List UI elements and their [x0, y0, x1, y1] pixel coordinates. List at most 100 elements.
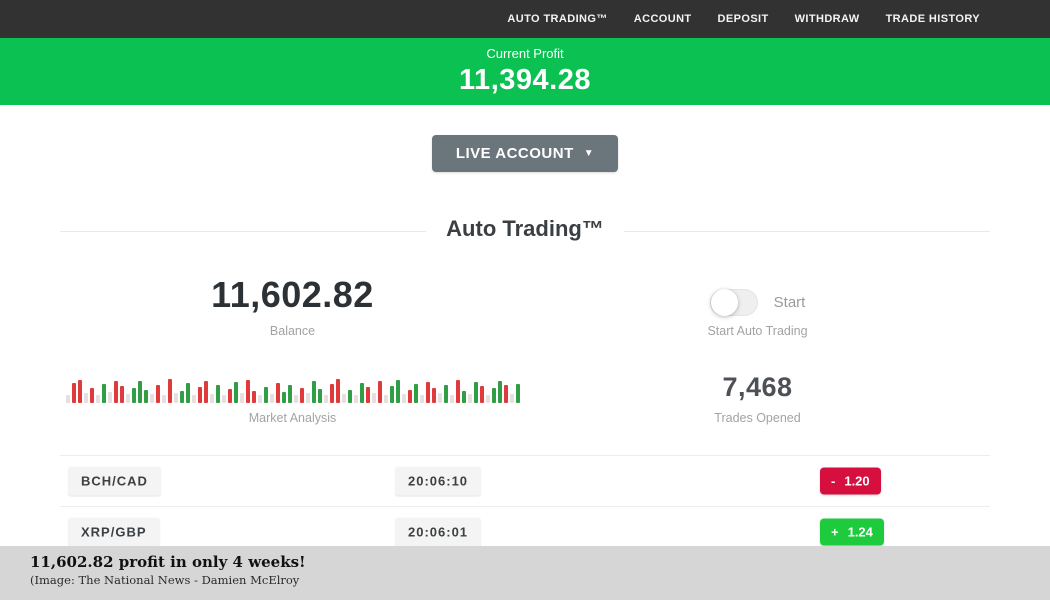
market-bar — [359, 383, 364, 403]
market-bar — [479, 386, 484, 403]
market-analysis-bars — [65, 377, 520, 403]
market-bar — [425, 382, 430, 403]
market-bar — [419, 395, 424, 403]
time-chip: 20:06:01 — [395, 517, 482, 546]
market-bar — [473, 382, 478, 403]
market-bar — [269, 394, 274, 403]
market-bar — [389, 386, 394, 403]
auto-trading-toggle[interactable] — [709, 289, 758, 316]
market-bar — [383, 395, 388, 403]
market-bar — [311, 381, 316, 403]
top-nav: AUTO TRADING™ ACCOUNT DEPOSIT WITHDRAW T… — [0, 0, 1050, 38]
market-analysis-label: Market Analysis — [248, 411, 337, 425]
chevron-down-icon: ▼ — [583, 147, 595, 159]
result-sign: - — [831, 473, 836, 489]
market-bar — [305, 393, 310, 403]
market-bar — [281, 392, 286, 403]
trades-opened-stat: 7,468 Trades Opened — [525, 372, 990, 425]
image-caption-bar: 11,602.82 profit in only 4 weeks! (Image… — [0, 546, 1050, 600]
market-bar — [83, 393, 88, 403]
trades-opened-value: 7,468 — [722, 372, 793, 402]
time-chip: 20:06:10 — [395, 466, 482, 496]
market-bar — [365, 387, 370, 403]
nav-item-deposit[interactable]: DEPOSIT — [717, 13, 769, 25]
market-bar — [113, 381, 118, 403]
live-account-button[interactable]: LIVE ACCOUNT ▼ — [431, 135, 619, 172]
market-bar — [461, 391, 466, 403]
market-bar — [341, 394, 346, 403]
market-bar — [197, 387, 202, 403]
market-bar — [287, 385, 292, 403]
market-bar — [89, 388, 94, 403]
market-bar — [95, 395, 100, 403]
market-bar — [449, 395, 454, 403]
market-bar — [221, 395, 226, 403]
market-bar — [155, 385, 160, 403]
toggle-start-label: Start — [773, 294, 806, 311]
table-row: BCH/CAD 20:06:10 - 1.20 — [60, 455, 990, 506]
market-bar — [173, 393, 178, 403]
nav-item-account[interactable]: ACCOUNT — [633, 13, 692, 25]
market-bar — [137, 381, 142, 403]
market-bar — [71, 383, 76, 403]
toggle-row: Start — [709, 289, 806, 316]
result-value: 1.20 — [844, 473, 870, 489]
nav-item-auto-trading[interactable]: AUTO TRADING™ — [507, 13, 608, 25]
market-bar — [377, 381, 382, 403]
result-badge-gain: + 1.24 — [820, 518, 884, 545]
market-bar — [233, 382, 238, 403]
pair-chip[interactable]: BCH/CAD — [68, 466, 161, 496]
market-bar — [371, 393, 376, 403]
market-bar — [299, 388, 304, 403]
market-bar — [119, 386, 124, 403]
market-bar — [515, 384, 520, 403]
page-title: Auto Trading™ — [426, 216, 624, 242]
stats-grid: 11,602.82 Balance Start Start Auto Tradi… — [60, 274, 990, 425]
market-bar — [161, 395, 166, 403]
market-bar — [185, 383, 190, 403]
market-bar — [329, 384, 334, 403]
market-bar — [395, 380, 400, 403]
nav-item-withdraw[interactable]: WITHDRAW — [794, 13, 860, 25]
market-bar — [467, 394, 472, 403]
toggle-knob — [710, 289, 738, 316]
market-bar — [167, 379, 172, 403]
pair-chip[interactable]: XRP/GBP — [68, 517, 160, 546]
market-bar — [413, 384, 418, 403]
market-bar — [335, 379, 340, 403]
market-bar — [101, 384, 106, 403]
trades-table: BCH/CAD 20:06:10 - 1.20 XRP/GBP 20:06:01… — [60, 455, 990, 557]
market-bar — [77, 380, 82, 403]
market-bar — [251, 391, 256, 403]
market-bar — [437, 393, 442, 403]
market-bar — [407, 390, 412, 403]
market-bar — [239, 393, 244, 403]
market-bar — [179, 391, 184, 403]
result-badge-loss: - 1.20 — [820, 467, 881, 495]
result-sign: + — [831, 524, 839, 539]
balance-value: 11,602.82 — [211, 274, 374, 315]
market-bar — [497, 381, 502, 403]
market-bar — [443, 385, 448, 403]
balance-label: Balance — [269, 324, 316, 338]
market-bar — [257, 395, 262, 403]
caption-headline: 11,602.82 profit in only 4 weeks! — [30, 553, 306, 571]
market-bar — [317, 389, 322, 403]
market-bar — [245, 380, 250, 403]
nav-item-trade-history[interactable]: TRADE HISTORY — [885, 13, 980, 25]
result-value: 1.24 — [847, 524, 873, 539]
market-bar — [485, 395, 490, 403]
market-bar — [509, 394, 514, 403]
market-bar — [215, 385, 220, 403]
market-analysis-stat: Market Analysis — [60, 372, 525, 425]
market-bar — [149, 394, 154, 403]
market-bar — [275, 383, 280, 403]
current-profit-banner: Current Profit 11,394.28 — [0, 38, 1050, 105]
start-auto-trading-label: Start Auto Trading — [707, 324, 808, 338]
balance-stat: 11,602.82 Balance — [60, 274, 525, 338]
auto-trading-stat: Start Start Auto Trading — [525, 274, 990, 338]
section-heading: Auto Trading™ — [60, 216, 990, 246]
market-bar — [209, 394, 214, 403]
market-bar — [293, 395, 298, 403]
current-profit-label: Current Profit — [486, 46, 564, 61]
